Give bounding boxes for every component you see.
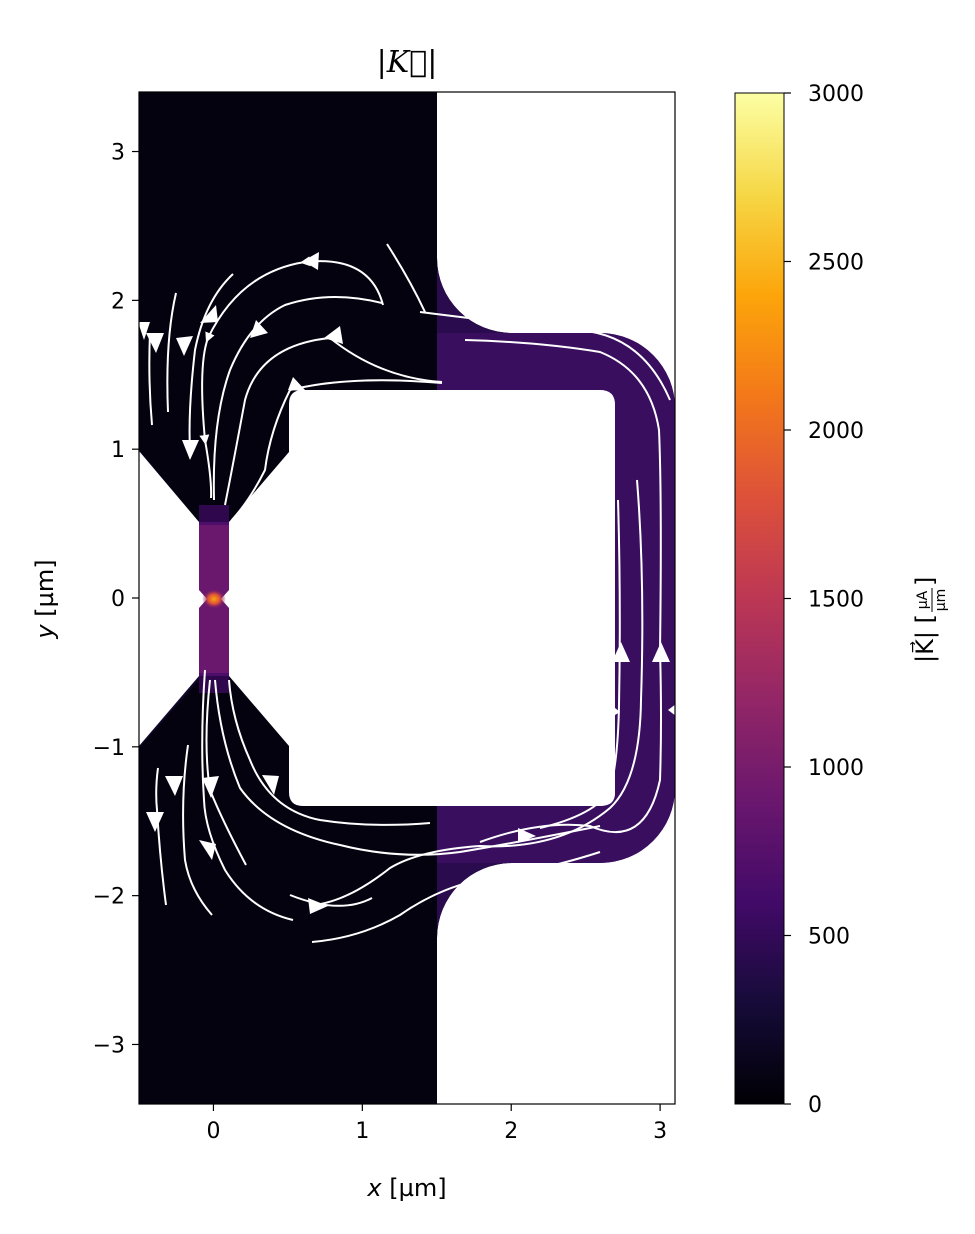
streamline-21 xyxy=(155,767,167,906)
streamline-9 xyxy=(419,311,671,401)
plot-area xyxy=(139,92,675,1104)
wedge-left-lower xyxy=(139,676,199,746)
colorbar-ticks: 0 500 1000 1500 2000 2500 3000 xyxy=(784,82,864,1118)
x-axis-label: x [µm] xyxy=(366,1174,446,1202)
arrow-18 xyxy=(146,812,164,832)
arrow-12 xyxy=(518,828,536,843)
ring-hole xyxy=(289,390,615,806)
arrow-5 xyxy=(200,305,218,323)
arrow-13 xyxy=(308,898,328,914)
colorbar-tick-label: 2500 xyxy=(808,251,864,276)
y-tick-label: 1 xyxy=(111,438,125,463)
y-tick-label: −3 xyxy=(93,1033,125,1058)
x-axis: 0 1 2 3 xyxy=(206,1104,667,1144)
arrow-14 xyxy=(262,775,279,795)
arrow-16 xyxy=(202,776,219,798)
streamline-arrows xyxy=(139,252,675,914)
x-tick-label: 2 xyxy=(504,1119,518,1144)
streamline-14 xyxy=(214,679,601,856)
colorbar-label-unit-den: µm xyxy=(933,589,949,612)
arrow-4 xyxy=(250,320,268,338)
streamline-18 xyxy=(201,669,294,921)
bridge-glow-bottom xyxy=(199,673,229,693)
y-tick-label: −1 xyxy=(93,736,125,761)
colorbar-tick-label: 1000 xyxy=(808,756,864,781)
streamline-12 xyxy=(539,499,621,829)
streamline-17 xyxy=(311,851,601,943)
y-axis: −3 −2 −1 0 1 2 3 xyxy=(93,141,139,1058)
arrow-19 xyxy=(610,704,620,718)
streamline-10 xyxy=(289,379,443,391)
arrow-8 xyxy=(182,440,199,460)
streamline-8 xyxy=(464,339,662,843)
y-tick-label: 0 xyxy=(111,587,125,612)
streamline-11 xyxy=(231,389,291,521)
colorbar-label-suffix: ] xyxy=(911,577,939,586)
streamline-4 xyxy=(188,273,234,451)
wedge-left-mid xyxy=(139,522,199,676)
streamline-1 xyxy=(386,243,426,313)
streamline-16 xyxy=(289,894,373,907)
y-tick-label: 3 xyxy=(111,141,125,166)
streamline-13 xyxy=(314,479,644,906)
x-tick-label: 1 xyxy=(355,1119,369,1144)
wedge-right-mid xyxy=(229,522,289,676)
streamline-6 xyxy=(148,332,153,426)
arrow-20 xyxy=(668,704,675,716)
streamline-5 xyxy=(166,292,177,413)
streamline-2 xyxy=(199,256,384,499)
wedge-left-upper xyxy=(139,451,199,522)
wedge-right-lower xyxy=(229,676,289,746)
colorbar-label-prefix: |K⃗| [ xyxy=(910,614,939,663)
y-tick-label: 2 xyxy=(111,289,125,314)
streamline-15 xyxy=(228,679,431,826)
chart-title: |K⃗| xyxy=(377,45,438,80)
x-tick-label: 3 xyxy=(653,1119,667,1144)
colorbar-label-unit-num: µA xyxy=(915,590,931,609)
colorbar-tick-label: 2000 xyxy=(808,419,864,444)
arrow-7 xyxy=(176,336,193,356)
arrow-6 xyxy=(146,333,164,353)
streamline-3 xyxy=(212,296,383,501)
colorbar-tick-label: 0 xyxy=(808,1093,822,1118)
x-tick-label: 0 xyxy=(206,1119,220,1144)
colorbar-tick-label: 500 xyxy=(808,925,850,950)
arrow-17 xyxy=(165,776,183,796)
arrow-11 xyxy=(652,642,670,662)
arrow-15 xyxy=(199,840,216,860)
arrow-10 xyxy=(612,642,630,662)
colorbar xyxy=(734,92,785,1105)
arrow-9 xyxy=(139,322,150,340)
constriction-hotspot xyxy=(202,589,226,609)
streamline-7 xyxy=(224,336,443,506)
arrow-2 xyxy=(324,326,343,344)
y-tick-label: −2 xyxy=(93,885,125,910)
streamline-20 xyxy=(182,744,213,916)
bridge-glow-top xyxy=(199,505,229,525)
colorbar-label: |K⃗| [ µA µm ] xyxy=(910,577,949,663)
streamlines xyxy=(148,243,671,943)
colorbar-tick-label: 1500 xyxy=(808,588,864,613)
arrow-1 xyxy=(303,252,319,270)
colorbar-tick-label: 3000 xyxy=(808,82,864,107)
arrow-3 xyxy=(288,377,306,391)
y-axis-label: y [µm] xyxy=(31,559,59,639)
